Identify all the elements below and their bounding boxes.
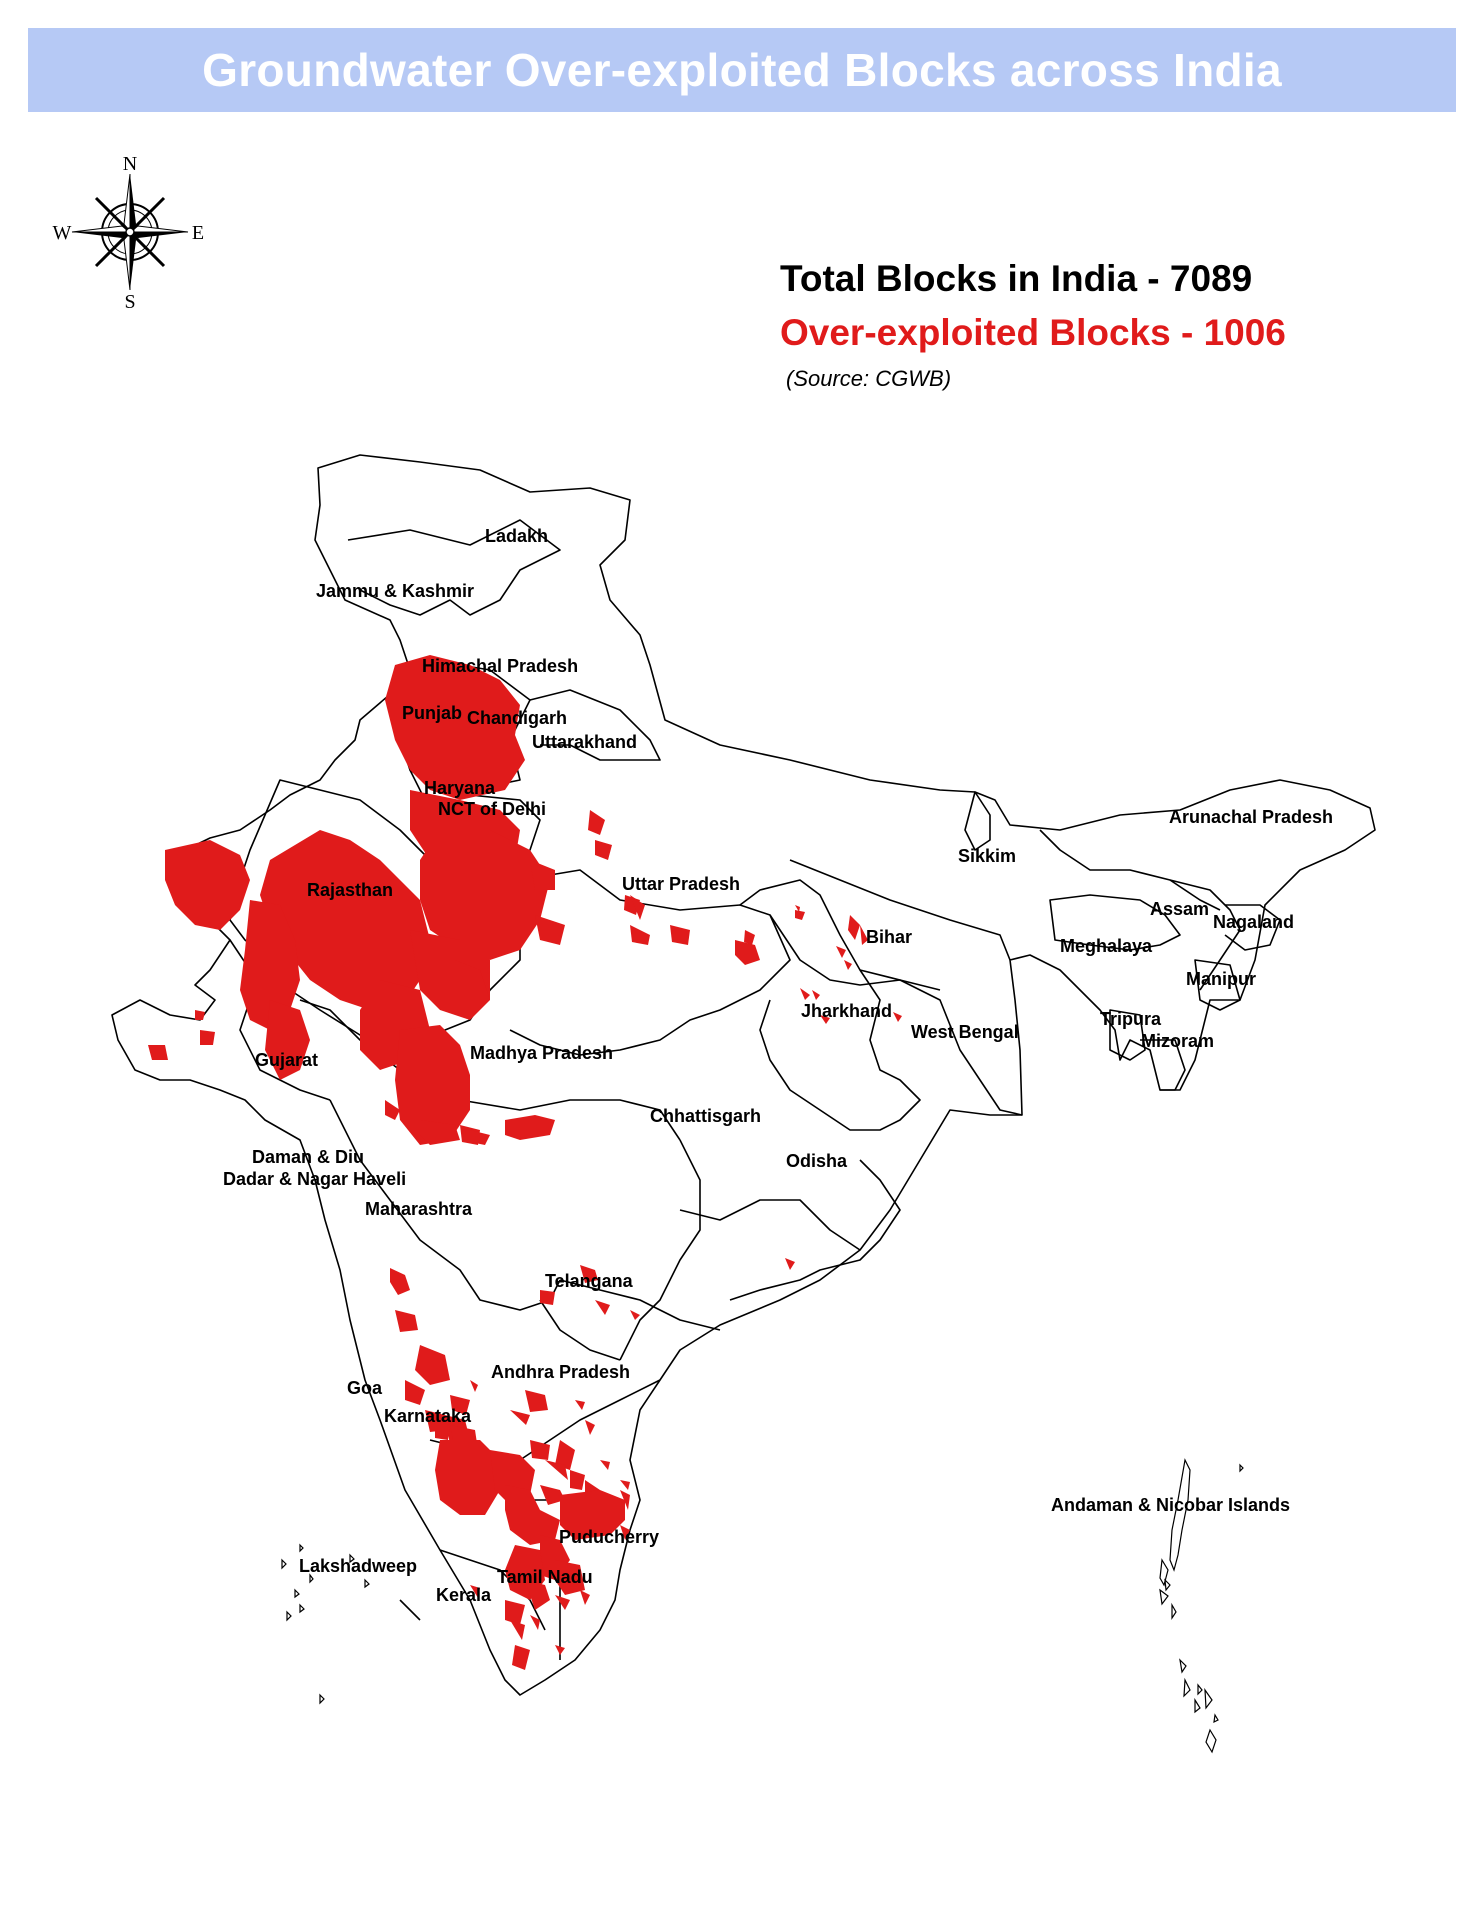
label-uttarakhand: Uttarakhand bbox=[532, 732, 637, 752]
label-jk: Jammu & Kashmir bbox=[316, 581, 474, 601]
label-karnataka: Karnataka bbox=[384, 1406, 472, 1426]
compass-east: E bbox=[192, 222, 204, 244]
source-text: (Source: CGWB) bbox=[786, 366, 952, 391]
label-nagaland: Nagaland bbox=[1213, 912, 1294, 932]
label-tripura: Tripura bbox=[1100, 1009, 1162, 1029]
label-tamil-nadu: Tamil Nadu bbox=[497, 1567, 593, 1587]
compass-north: N bbox=[123, 153, 137, 175]
label-kerala: Kerala bbox=[436, 1585, 492, 1605]
stats-panel: Total Blocks in India - 7089 Over-exploi… bbox=[780, 258, 1286, 392]
label-haryana: Haryana bbox=[424, 778, 496, 798]
label-ladakh: Ladakh bbox=[485, 526, 548, 546]
india-map: Ladakh Jammu & Kashmir Himachal Pradesh … bbox=[111, 454, 1376, 1754]
label-mizoram: Mizoram bbox=[1141, 1031, 1214, 1051]
label-himachal: Himachal Pradesh bbox=[422, 656, 578, 676]
label-jharkhand: Jharkhand bbox=[801, 1001, 892, 1021]
map-title: Groundwater Over-exploited Blocks across… bbox=[202, 44, 1282, 96]
label-delhi: NCT of Delhi bbox=[438, 799, 546, 819]
compass-west: W bbox=[53, 222, 72, 244]
label-sikkim: Sikkim bbox=[958, 846, 1016, 866]
label-dadar: Dadar & Nagar Haveli bbox=[223, 1169, 406, 1189]
label-puducherry: Puducherry bbox=[559, 1527, 659, 1547]
label-meghalaya: Meghalaya bbox=[1060, 936, 1153, 956]
label-maharashtra: Maharashtra bbox=[365, 1199, 473, 1219]
label-telangana: Telangana bbox=[545, 1271, 634, 1291]
over-exploited-regions bbox=[148, 655, 902, 1670]
label-west-bengal: West Bengal bbox=[911, 1022, 1019, 1042]
label-up: Uttar Pradesh bbox=[622, 874, 740, 894]
islands bbox=[281, 1458, 1244, 1754]
label-andhra: Andhra Pradesh bbox=[491, 1362, 630, 1382]
label-daman: Daman & Diu bbox=[252, 1147, 364, 1167]
label-arunachal: Arunachal Pradesh bbox=[1169, 807, 1333, 827]
label-assam: Assam bbox=[1150, 899, 1209, 919]
title-banner: Groundwater Over-exploited Blocks across… bbox=[28, 28, 1456, 112]
label-punjab: Punjab bbox=[402, 703, 462, 723]
total-blocks-text: Total Blocks in India - 7089 bbox=[780, 258, 1253, 299]
label-gujarat: Gujarat bbox=[255, 1050, 318, 1070]
label-goa: Goa bbox=[347, 1378, 383, 1398]
label-chhattisgarh: Chhattisgarh bbox=[650, 1106, 761, 1126]
map-labels: Ladakh Jammu & Kashmir Himachal Pradesh … bbox=[223, 526, 1333, 1605]
label-chandigarh: Chandigarh bbox=[467, 708, 567, 728]
compass-south: S bbox=[124, 291, 135, 310]
label-rajasthan: Rajasthan bbox=[307, 880, 393, 900]
over-exploited-text: Over-exploited Blocks - 1006 bbox=[780, 312, 1286, 353]
label-manipur: Manipur bbox=[1186, 969, 1256, 989]
compass-rose-icon: N S E W bbox=[53, 153, 205, 310]
label-mp: Madhya Pradesh bbox=[470, 1043, 613, 1063]
label-andaman: Andaman & Nicobar Islands bbox=[1051, 1495, 1290, 1515]
label-lakshadweep: Lakshadweep bbox=[299, 1556, 417, 1576]
label-bihar: Bihar bbox=[866, 927, 912, 947]
label-odisha: Odisha bbox=[786, 1151, 848, 1171]
